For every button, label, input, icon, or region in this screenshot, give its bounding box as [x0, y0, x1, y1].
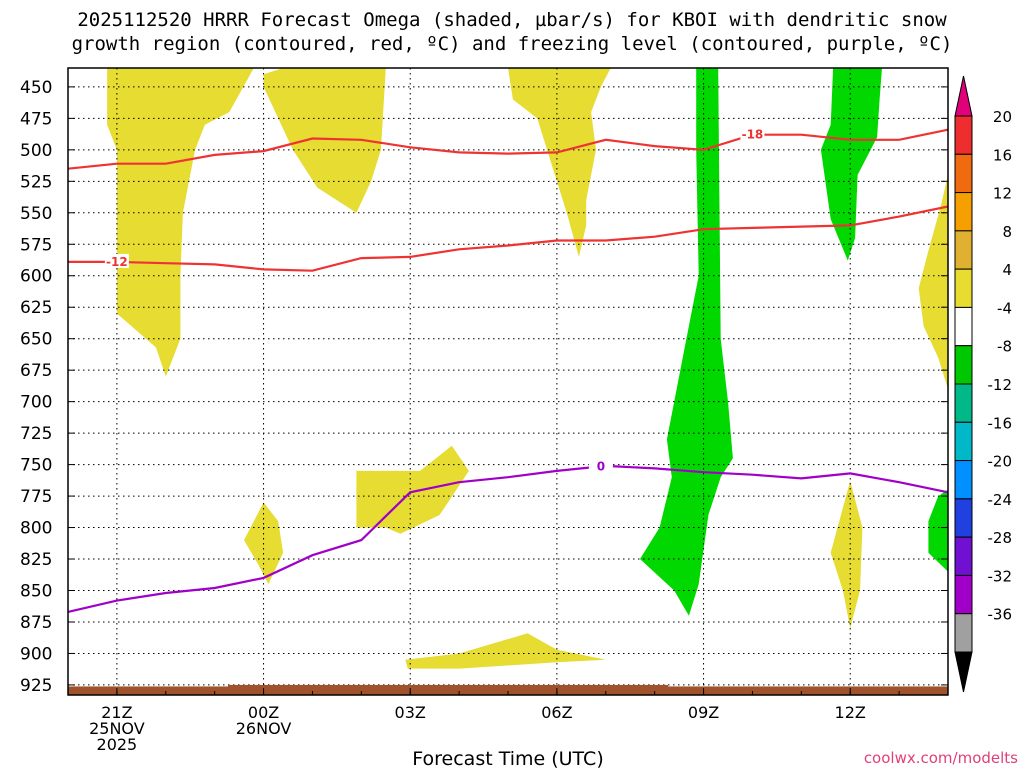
colorbar-label: -16	[988, 414, 1013, 432]
chart-title-line2: growth region (contoured, red, ºC) and f…	[71, 33, 953, 55]
x-tick-label: 03Z	[395, 703, 426, 722]
omega-upward-motion-green-core	[640, 68, 733, 616]
y-tick-label: 475	[20, 109, 52, 129]
x-tick-label: 09Z	[688, 703, 719, 722]
omega-sinking-yellow-right-edge	[918, 175, 948, 390]
y-tick-label: 825	[20, 550, 52, 570]
colorbar-label: -36	[988, 606, 1013, 624]
colorbar-swatch	[954, 345, 973, 385]
y-tick-label: 575	[20, 235, 52, 255]
y-tick-label: 775	[20, 487, 52, 507]
y-tick-label: 850	[20, 582, 52, 602]
y-tick-label: 800	[20, 519, 52, 539]
contour-label-bg	[740, 126, 765, 141]
colorbar-label: -12	[988, 376, 1013, 394]
plot-area	[68, 68, 948, 695]
x-tick-label: 12Z	[835, 703, 866, 722]
omega-sinking-yellow-12z-low	[830, 481, 863, 629]
omega-upward-motion-green-right-edge	[928, 489, 948, 572]
colorbar-label: -24	[988, 491, 1013, 509]
colorbar-label: 16	[993, 146, 1012, 164]
source-credit: coolwx.com/modelts	[864, 749, 1018, 767]
colorbar-label: 12	[993, 185, 1012, 203]
contour-label-bg	[104, 253, 129, 268]
contour-label--12: -12	[106, 255, 128, 269]
colorbar-swatch	[954, 536, 973, 576]
colorbar-swatch	[954, 306, 973, 347]
colorbar-label: 20	[993, 108, 1012, 126]
y-tick-label: 875	[20, 613, 52, 633]
omega-sinking-yellow-left	[107, 68, 254, 377]
colorbar-swatch	[954, 460, 973, 500]
y-tick-label: 900	[20, 644, 52, 664]
colorbar-swatch	[954, 153, 973, 194]
colorbar-swatch	[954, 268, 973, 308]
y-tick-label: 450	[20, 78, 52, 98]
colorbar-top-arrow	[954, 75, 973, 117]
x-tick-label: 21Z	[101, 703, 132, 722]
colorbar-label: 4	[1002, 261, 1012, 279]
colorbar-swatch	[954, 115, 973, 155]
x-tick-label: 25NOV	[89, 719, 145, 738]
chart-title-line1: 2025112520 HRRR Forecast Omega (shaded, …	[77, 9, 947, 31]
contour--18	[67, 128, 949, 170]
omega-sinking-yellow-04z-low	[405, 633, 606, 669]
colorbar-swatch	[954, 498, 973, 538]
y-tick-label: 675	[20, 361, 52, 381]
contour-label-0: 0	[597, 459, 605, 473]
colorbar-swatch	[954, 192, 973, 232]
omega-sinking-yellow-03z-mid	[356, 445, 469, 534]
contour--12	[68, 205, 949, 272]
colorbar-label: -20	[988, 453, 1013, 471]
y-tick-label: 925	[20, 676, 52, 696]
y-tick-label: 600	[20, 267, 52, 287]
colorbar-swatch	[954, 230, 973, 270]
y-tick-label: 500	[20, 141, 52, 161]
y-tick-label: 750	[20, 456, 52, 476]
colorbar-label: -28	[988, 529, 1013, 547]
omega-upward-motion-green-12z	[820, 68, 882, 261]
colorbar-swatch	[954, 421, 973, 462]
omega-sinking-yellow-6z-upper	[508, 68, 611, 257]
y-tick-label: 525	[20, 172, 52, 192]
contour-label-bg	[588, 458, 613, 473]
x-tick-label: 2025	[97, 735, 138, 754]
colorbar-label: -4	[997, 299, 1012, 317]
x-tick-label: 00Z	[248, 703, 279, 722]
x-tick-label: 06Z	[541, 703, 572, 722]
y-tick-label: 625	[20, 298, 52, 318]
contour-0	[67, 464, 949, 613]
colorbar-swatch	[954, 383, 973, 423]
colorbar-label: -8	[997, 338, 1012, 356]
colorbar-label: 8	[1002, 223, 1012, 241]
x-axis-label: Forecast Time (UTC)	[412, 748, 603, 768]
colorbar-label: -32	[988, 567, 1013, 585]
y-tick-label: 700	[20, 393, 52, 413]
terrain-ridge	[228, 684, 668, 688]
colorbar-swatch	[954, 613, 973, 653]
colorbar-bottom-arrow	[954, 651, 973, 693]
y-tick-label: 725	[20, 424, 52, 444]
x-tick-label: 26NOV	[236, 719, 292, 738]
y-tick-label: 550	[20, 204, 52, 224]
omega-sinking-yellow-3z-upper	[263, 68, 386, 213]
colorbar-swatch	[954, 574, 973, 615]
y-tick-label: 650	[20, 330, 52, 350]
terrain-band	[68, 686, 948, 695]
contour-label--18: -18	[742, 128, 764, 142]
